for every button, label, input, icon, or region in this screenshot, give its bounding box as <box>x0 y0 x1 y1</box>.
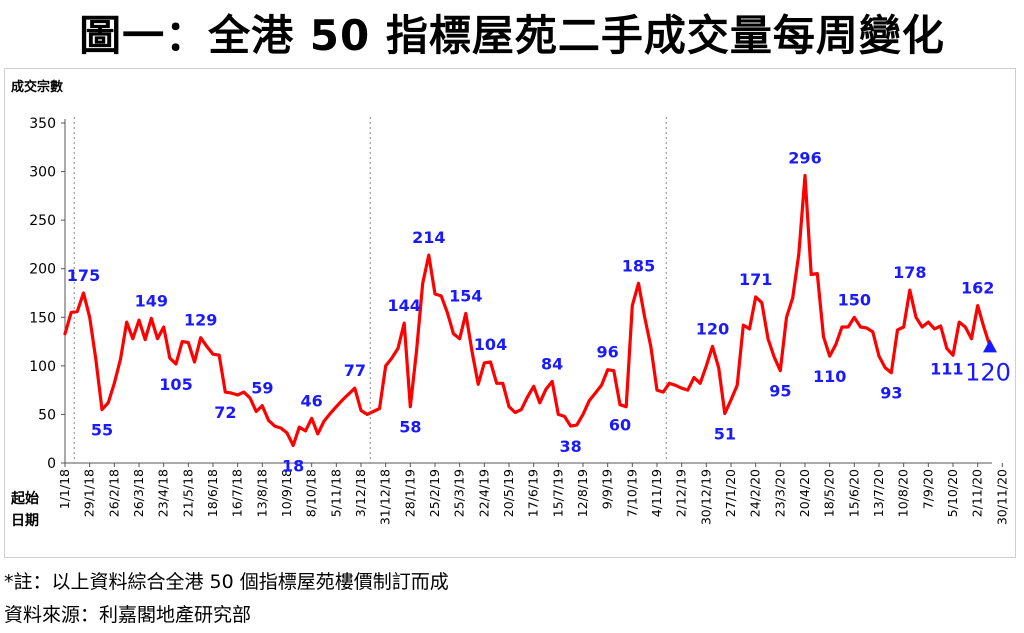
x-tick-label: 26/3/18 <box>131 469 146 517</box>
data-label: 96 <box>597 343 619 362</box>
x-tick-label: 25/3/19 <box>452 469 467 517</box>
data-label: 111 <box>930 359 963 378</box>
y-tick-label: 300 <box>29 165 56 181</box>
data-label: 110 <box>813 367 846 386</box>
data-label: 175 <box>67 266 100 285</box>
data-label: 120 <box>696 319 729 338</box>
data-label: 95 <box>769 382 791 401</box>
x-tick-label: 10/9/18 <box>279 469 294 517</box>
y-tick-label: 200 <box>29 262 56 278</box>
data-label: 72 <box>214 403 236 422</box>
data-label: 38 <box>560 437 582 456</box>
x-tick-label: 16/7/18 <box>230 469 245 517</box>
x-tick-label: 23/3/20 <box>772 469 787 517</box>
x-tick-label: 29/1/18 <box>82 469 97 517</box>
x-tick-label: 23/4/18 <box>156 469 171 517</box>
data-label: 185 <box>622 256 655 275</box>
notes-block: *註：以上資料綜合全港 50 個指標屋苑樓價制訂而成 資料來源：利嘉閣地產研究部 <box>4 566 449 632</box>
data-label: 154 <box>449 286 482 305</box>
data-label: 162 <box>961 279 994 298</box>
x-tick-label: 30/12/19 <box>698 469 713 525</box>
x-tick-label: 7/9/20 <box>920 469 935 509</box>
x-tick-label: 13/8/18 <box>254 469 269 517</box>
data-label: 104 <box>474 335 507 354</box>
data-label: 59 <box>251 379 273 398</box>
data-label: 18 <box>282 457 304 476</box>
y-axis-title: 成交宗數 <box>11 79 63 95</box>
x-tick-label: 20/4/20 <box>797 469 812 517</box>
x-tick-label: 22/4/19 <box>476 469 491 517</box>
data-label: 55 <box>91 421 113 440</box>
data-label: 149 <box>135 291 168 310</box>
series-line <box>63 173 992 448</box>
x-tick-label: 3/12/18 <box>353 469 368 517</box>
data-label: 46 <box>301 391 323 410</box>
x-tick-label: 15/7/19 <box>550 469 565 517</box>
x-tick-label: 26/2/18 <box>106 469 121 517</box>
y-tick-label: 350 <box>29 116 56 132</box>
data-label: 120 <box>965 358 1011 386</box>
footnote: *註：以上資料綜合全港 50 個指標屋苑樓價制訂而成 <box>4 571 449 593</box>
y-tick-label: 150 <box>29 310 56 326</box>
data-label: 171 <box>739 270 772 289</box>
x-tick-label: 20/5/19 <box>501 469 516 517</box>
data-label: 105 <box>159 375 192 394</box>
data-label: 144 <box>387 296 420 315</box>
x-tick-label: 31/12/18 <box>378 469 393 525</box>
y-tick-label: 0 <box>47 456 56 472</box>
x-tick-label: 7/10/19 <box>624 469 639 517</box>
x-tick-label: 24/2/20 <box>748 469 763 517</box>
x-axis-title: 日期 <box>11 513 39 529</box>
x-tick-label: 5/10/20 <box>945 469 960 517</box>
data-label: 178 <box>893 263 926 282</box>
data-label: 296 <box>788 148 821 167</box>
chart-panel: 成交宗數 0 50 100 150 200 250 300 350 1/1/18 29/1/18 26… <box>4 68 1016 558</box>
x-tick-label: 2/12/19 <box>674 469 689 517</box>
x-tick-label: 4/11/19 <box>649 469 664 517</box>
latest-point-marker <box>983 339 997 353</box>
x-tick-label: 1/1/18 <box>57 469 72 509</box>
data-label: 84 <box>541 354 563 373</box>
y-tick-label: 50 <box>38 407 56 423</box>
x-tick-label: 5/11/18 <box>328 469 343 517</box>
x-tick-label: 18/6/18 <box>205 469 220 517</box>
page-title: 圖一：全港 50 指標屋苑二手成交量每周變化 <box>79 11 945 60</box>
x-tick-label: 25/2/19 <box>427 469 442 517</box>
data-label: 150 <box>838 290 871 309</box>
data-label: 60 <box>609 416 631 435</box>
x-tick-label: 8/10/18 <box>304 469 319 517</box>
x-tick-label: 21/5/18 <box>180 469 195 517</box>
x-tick-label: 2/11/20 <box>970 469 985 517</box>
x-axis-title: 起始 <box>10 490 39 507</box>
data-label: 129 <box>184 311 217 330</box>
data-label: 77 <box>344 361 366 380</box>
x-tick-label: 13/7/20 <box>871 469 886 517</box>
x-tick-label: 12/8/19 <box>575 469 590 517</box>
y-tick-label: 100 <box>29 359 56 375</box>
x-tick-label: 9/9/19 <box>600 469 615 509</box>
data-label: 93 <box>880 384 902 403</box>
data-label: 58 <box>399 418 421 437</box>
x-tick-label: 17/6/19 <box>526 469 541 517</box>
x-tick-label: 10/8/20 <box>896 469 911 517</box>
y-tick-label: 250 <box>29 213 56 229</box>
data-label: 51 <box>714 424 736 443</box>
x-tick-label: 30/11/20 <box>994 469 1009 525</box>
x-tick-label: 18/5/20 <box>822 469 837 517</box>
line-chart: 成交宗數 0 50 100 150 200 250 300 350 1/1/18 29/1/18 26… <box>10 79 1011 529</box>
data-source: 資料來源：利嘉閣地產研究部 <box>4 604 252 626</box>
x-tick-label: 28/1/19 <box>402 469 417 517</box>
data-label: 214 <box>412 228 445 247</box>
x-tick-label: 15/6/20 <box>846 469 861 517</box>
x-tick-label: 27/1/20 <box>723 469 738 517</box>
